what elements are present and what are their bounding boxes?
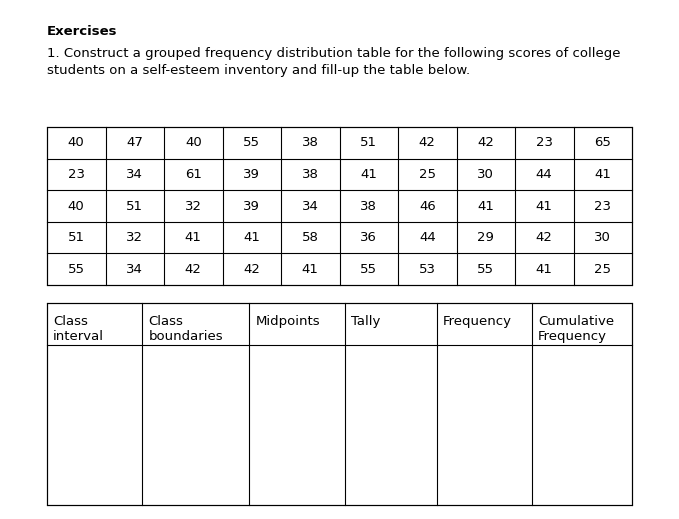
Text: 42: 42 <box>536 231 553 244</box>
Text: 38: 38 <box>301 136 318 149</box>
Text: 34: 34 <box>126 168 143 181</box>
Text: 42: 42 <box>477 136 494 149</box>
Bar <box>47 303 632 505</box>
Text: 30: 30 <box>594 231 611 244</box>
Text: 46: 46 <box>419 199 436 212</box>
Text: students on a self-esteem inventory and fill-up the table below.: students on a self-esteem inventory and … <box>47 64 470 77</box>
Text: 23: 23 <box>594 199 611 212</box>
Text: 41: 41 <box>594 168 611 181</box>
Text: 34: 34 <box>301 199 318 212</box>
Text: 44: 44 <box>419 231 436 244</box>
Text: interval: interval <box>53 330 104 343</box>
Text: 42: 42 <box>185 263 202 276</box>
Text: 23: 23 <box>68 168 85 181</box>
Text: 55: 55 <box>477 263 494 276</box>
Text: 58: 58 <box>301 231 318 244</box>
Text: 29: 29 <box>477 231 494 244</box>
Text: 42: 42 <box>243 263 260 276</box>
Text: Tally: Tally <box>351 315 380 328</box>
Text: 36: 36 <box>361 231 378 244</box>
Text: 39: 39 <box>243 168 260 181</box>
Text: 30: 30 <box>477 168 494 181</box>
Text: 41: 41 <box>536 263 553 276</box>
Bar <box>47 127 632 285</box>
Text: 41: 41 <box>301 263 318 276</box>
Text: Class: Class <box>148 315 183 328</box>
Text: Exercises: Exercises <box>47 25 117 38</box>
Text: 51: 51 <box>68 231 85 244</box>
Text: Class: Class <box>53 315 88 328</box>
Text: 61: 61 <box>185 168 202 181</box>
Text: 25: 25 <box>419 168 436 181</box>
Text: 51: 51 <box>361 136 378 149</box>
Text: 47: 47 <box>126 136 143 149</box>
Text: 42: 42 <box>419 136 436 149</box>
Text: 32: 32 <box>185 199 202 212</box>
Text: 41: 41 <box>243 231 260 244</box>
Text: 1. Construct a grouped frequency distribution table for the following scores of : 1. Construct a grouped frequency distrib… <box>47 47 621 60</box>
Text: 55: 55 <box>68 263 85 276</box>
Text: 23: 23 <box>536 136 553 149</box>
Text: Frequency: Frequency <box>538 330 607 343</box>
Text: 39: 39 <box>243 199 260 212</box>
Text: 40: 40 <box>68 199 85 212</box>
Text: 40: 40 <box>185 136 202 149</box>
Text: 55: 55 <box>361 263 378 276</box>
Text: 34: 34 <box>126 263 143 276</box>
Text: 51: 51 <box>126 199 143 212</box>
Text: 32: 32 <box>126 231 143 244</box>
Text: 40: 40 <box>68 136 85 149</box>
Text: 65: 65 <box>594 136 611 149</box>
Text: 38: 38 <box>361 199 378 212</box>
Text: 53: 53 <box>419 263 436 276</box>
Text: 41: 41 <box>185 231 202 244</box>
Text: 41: 41 <box>477 199 494 212</box>
Text: 44: 44 <box>536 168 553 181</box>
Text: 41: 41 <box>361 168 378 181</box>
Text: 25: 25 <box>594 263 611 276</box>
Text: boundaries: boundaries <box>148 330 223 343</box>
Text: 41: 41 <box>536 199 553 212</box>
Text: 55: 55 <box>243 136 260 149</box>
Text: Cumulative: Cumulative <box>538 315 614 328</box>
Text: Midpoints: Midpoints <box>255 315 320 328</box>
Text: 38: 38 <box>301 168 318 181</box>
Text: Frequency: Frequency <box>443 315 511 328</box>
